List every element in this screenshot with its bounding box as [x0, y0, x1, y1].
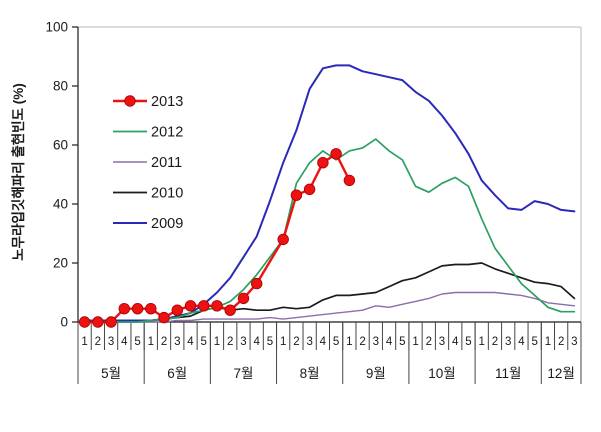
y-axis-title: 노무라입깃해파리 출현빈도 (%) [10, 83, 26, 261]
week-label: 4 [386, 336, 393, 348]
y-tick-label: 60 [53, 138, 68, 153]
week-label: 1 [545, 336, 551, 348]
legend-label: 2011 [151, 155, 182, 171]
week-label: 3 [108, 336, 114, 348]
week-label: 5 [465, 336, 471, 348]
data-point-marker [317, 156, 329, 169]
data-point-marker [105, 316, 117, 328]
data-point-marker [184, 300, 197, 312]
week-label: 4 [187, 336, 194, 348]
legend-entry-2012: 2012 [113, 125, 183, 141]
data-point-marker [118, 303, 131, 315]
month-label: 8월 [300, 366, 320, 381]
week-label: 3 [439, 336, 445, 348]
week-label: 2 [359, 336, 365, 348]
week-label: 4 [121, 336, 128, 348]
week-label: 4 [253, 336, 260, 348]
week-label: 2 [227, 336, 233, 348]
legend: 2013 2012 2011 2010 2009 [113, 94, 183, 232]
legend-swatch-marker [124, 95, 136, 107]
series-lines [78, 64, 576, 328]
week-label: 5 [531, 336, 537, 348]
legend-label: 2009 [151, 216, 183, 232]
data-point-marker [92, 316, 104, 328]
week-label: 5 [267, 336, 273, 348]
legend-label: 2010 [151, 186, 183, 202]
week-label: 5 [201, 336, 207, 348]
data-point-marker [237, 292, 250, 305]
data-point-marker [131, 303, 144, 315]
month-label: 5월 [101, 366, 121, 381]
week-label: 5 [333, 336, 339, 348]
legend-entry-2010: 2010 [113, 186, 183, 202]
week-label: 3 [240, 336, 246, 348]
week-label: 3 [174, 336, 180, 348]
week-label: 1 [479, 336, 485, 348]
series-line-2013 [83, 152, 351, 324]
data-point-marker [290, 189, 303, 201]
month-label: 9월 [366, 366, 386, 381]
legend-entry-2013: 2013 [113, 94, 183, 110]
data-point-marker [330, 148, 342, 160]
y-tick-label: 0 [60, 315, 68, 330]
week-label: 5 [134, 336, 140, 348]
week-label: 3 [571, 336, 577, 348]
data-point-marker [224, 304, 236, 316]
month-label: 12월 [547, 366, 574, 381]
data-point-marker [211, 300, 223, 312]
data-point-marker [78, 316, 91, 328]
month-label: 6월 [167, 366, 187, 381]
data-point-marker [145, 303, 157, 315]
legend-label: 2013 [151, 94, 183, 110]
week-label: 4 [518, 336, 525, 348]
y-tick-label: 100 [45, 20, 68, 35]
week-label: 2 [558, 336, 564, 348]
week-label: 1 [280, 336, 286, 348]
series-markers-2013 [78, 148, 356, 328]
week-label: 5 [399, 336, 405, 348]
data-point-marker [171, 304, 184, 316]
week-label: 3 [306, 336, 312, 348]
legend-entry-2009: 2009 [113, 216, 183, 232]
week-label: 2 [293, 336, 299, 348]
data-point-marker [277, 233, 289, 246]
week-label: 1 [81, 336, 87, 348]
data-point-marker [251, 277, 263, 290]
week-label: 1 [346, 336, 352, 348]
month-label: 10월 [428, 366, 455, 381]
week-label: 4 [320, 336, 327, 348]
data-point-marker [158, 311, 170, 324]
y-tick-label: 20 [53, 256, 68, 271]
month-label: 11월 [495, 366, 521, 381]
data-point-marker [198, 300, 210, 312]
y-axis: 0 20 40 60 80 100 [45, 20, 78, 330]
week-label: 1 [214, 336, 220, 348]
legend-entry-2011: 2011 [113, 155, 182, 171]
week-label: 2 [426, 336, 432, 348]
week-label: 2 [492, 336, 498, 348]
plot-frame [77, 26, 582, 323]
y-tick-label: 40 [53, 197, 68, 212]
week-label: 1 [148, 336, 154, 348]
month-label: 7월 [233, 366, 253, 381]
week-label: 2 [161, 336, 167, 348]
data-point-marker [343, 174, 356, 187]
legend-label: 2012 [151, 125, 183, 141]
week-label: 3 [373, 336, 379, 348]
week-label: 1 [412, 336, 418, 348]
week-label: 2 [95, 336, 101, 348]
y-tick-label: 80 [53, 79, 68, 94]
data-point-marker [303, 183, 316, 196]
week-label: 4 [452, 336, 459, 348]
week-label: 3 [505, 336, 511, 348]
